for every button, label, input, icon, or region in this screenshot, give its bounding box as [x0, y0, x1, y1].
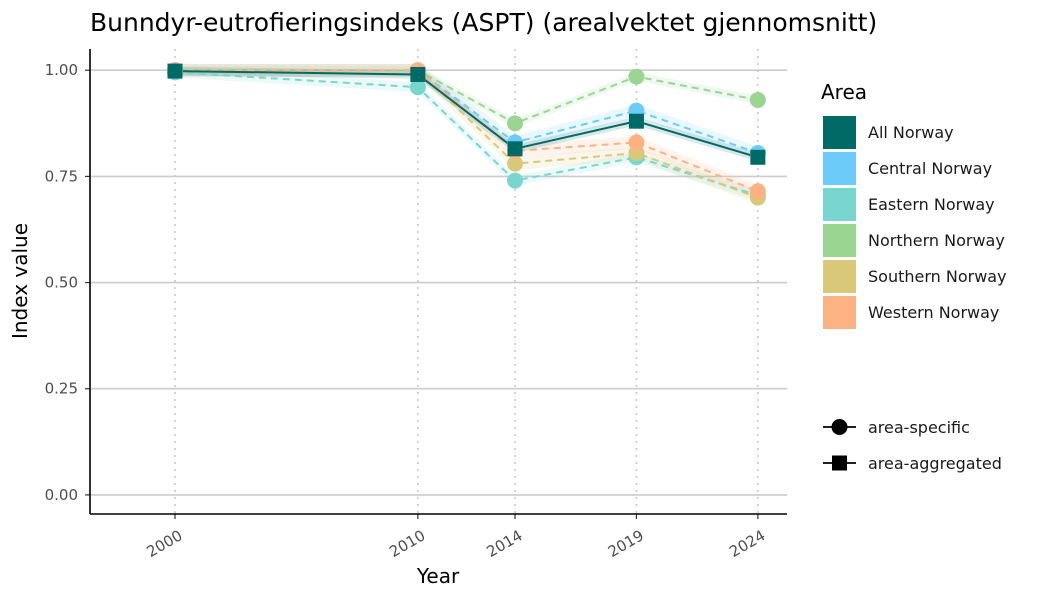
- legend-label: Southern Norway: [868, 267, 1007, 286]
- data-point-square: [410, 66, 426, 82]
- legend-title: Area: [821, 80, 867, 104]
- data-point-circle: [507, 155, 523, 172]
- shape-legend-label: area-specific: [868, 418, 970, 437]
- shape-legend-circle: [831, 419, 848, 435]
- data-point-square: [507, 141, 523, 157]
- legend-swatch: [823, 296, 856, 329]
- confidence-band: [175, 67, 758, 201]
- x-axis-title: Year: [416, 564, 460, 588]
- legend-swatch: [823, 260, 856, 293]
- x-tick-label: 2000: [143, 526, 185, 561]
- legend-label: Eastern Norway: [868, 195, 995, 214]
- data-point-circle: [507, 172, 523, 189]
- x-tick-label: 2019: [605, 526, 647, 561]
- data-point-circle: [628, 134, 645, 151]
- data-point-square: [167, 63, 183, 79]
- y-tick-label: 1.00: [45, 61, 78, 79]
- chart-title: Bunndyr-eutrofieringsindeks (ASPT) (area…: [90, 8, 877, 37]
- x-tick-label: 2024: [726, 526, 768, 561]
- data-point-circle: [628, 68, 645, 85]
- legend-swatch: [823, 224, 856, 257]
- plot-area: 0.00 0.25 0.50 0.75 1.00 2000 2010 2014 2019 2024: [45, 49, 787, 561]
- shape-legend-square: [832, 455, 847, 471]
- shape-legend-label: area-aggregated: [868, 454, 1002, 473]
- y-tick-label: 0.00: [45, 486, 78, 504]
- data-point-circle: [749, 91, 766, 108]
- legend: Area All Norway Central Norway Eastern Nor…: [821, 80, 1007, 473]
- legend-label: Northern Norway: [868, 231, 1005, 250]
- series-line: [175, 69, 759, 193]
- y-axis-title: Index value: [8, 223, 32, 339]
- confidence-band: [175, 65, 758, 128]
- legend-swatch: [823, 188, 856, 221]
- y-tick-label: 0.50: [45, 274, 78, 292]
- y-tick-label: 0.75: [45, 167, 78, 185]
- legend-label: Western Norway: [868, 303, 999, 322]
- data-point-square: [750, 149, 766, 165]
- data-point-circle: [409, 79, 426, 96]
- y-tick-label: 0.25: [45, 380, 78, 398]
- data-point-circle: [507, 115, 523, 132]
- x-tick-label: 2010: [386, 526, 428, 561]
- data-point-circle: [749, 183, 766, 200]
- confidence-band: [175, 66, 758, 162]
- legend-swatch: [823, 152, 856, 185]
- x-tick-label: 2014: [483, 526, 525, 561]
- legend-label: All Norway: [868, 123, 954, 142]
- legend-swatch: [823, 116, 856, 149]
- data-point-square: [628, 113, 644, 129]
- legend-label: Central Norway: [868, 159, 992, 178]
